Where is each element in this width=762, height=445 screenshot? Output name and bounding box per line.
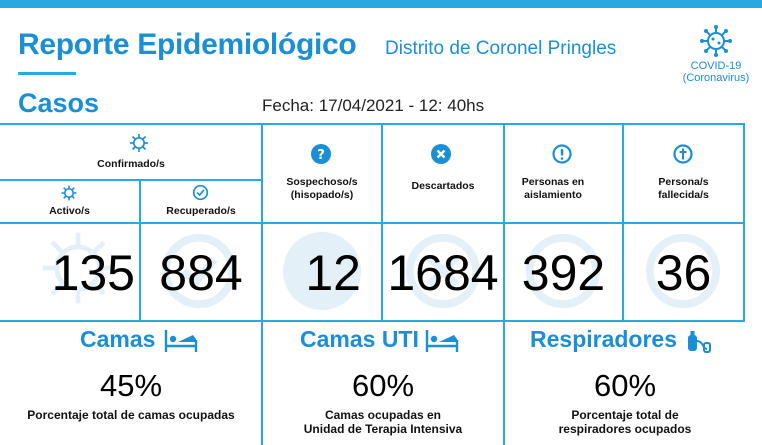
isolation-label-line2: aislamiento	[524, 189, 582, 201]
grid-line-confirmed	[0, 179, 262, 181]
exclamation-circle-icon	[552, 144, 572, 164]
hospital-bed-icon	[425, 330, 459, 352]
check-circle-icon	[192, 184, 209, 201]
icu-beds-description-line1: Camas ocupadas en	[324, 408, 442, 422]
isolation-count: 392	[521, 245, 606, 301]
cross-circle-icon	[673, 144, 693, 164]
question-circle-watermark-icon	[283, 232, 361, 310]
virus-watermark-icon	[42, 232, 114, 304]
hospital-bed-icon	[164, 330, 198, 352]
icu-beds-percent: 60%	[351, 368, 415, 403]
discarded-count: 1684	[387, 245, 499, 301]
recovered-count: 884	[159, 245, 243, 301]
active-count: 135	[51, 245, 135, 301]
grid-line-v6	[743, 123, 745, 320]
x-circle-watermark-icon	[405, 233, 481, 309]
covid-badge: COVID-19 (Coronavirus)	[676, 24, 756, 84]
exclamation-circle-watermark-icon	[525, 233, 601, 309]
beds-title: Camas	[80, 326, 156, 352]
report-date: Fecha: 17/04/2021 - 12: 40hs	[262, 96, 485, 115]
confirmed-label: Confirmado/s	[97, 158, 165, 170]
x-circle-icon	[431, 144, 451, 164]
svg-text:?: ?	[317, 148, 325, 163]
covid-sublabel: (Coronavirus)	[682, 72, 750, 84]
page-title: Reporte Epidemiológico	[18, 28, 357, 61]
grid-line-v3	[381, 123, 383, 320]
section-title-casos: Casos	[18, 88, 100, 118]
icu-beds-description-line2: Unidad de Terapia Intensiva	[303, 422, 463, 436]
recovered-label: Recuperado/s	[166, 205, 236, 217]
deceased-label-line1: Persona/s	[658, 176, 709, 188]
respirators-title: Respiradores	[530, 326, 678, 352]
respirators-description-line1: Porcentaje total de	[571, 408, 679, 422]
grid-line-v1	[139, 179, 141, 320]
respirators-description: Porcentaje total de respiradores ocupado…	[505, 408, 745, 436]
virus-icon	[61, 185, 77, 201]
title-underline	[18, 72, 76, 75]
top-accent-bar	[0, 0, 762, 8]
deceased-count: 36	[655, 245, 712, 301]
virus-icon	[129, 133, 149, 153]
discarded-label: Descartados	[411, 180, 475, 192]
grid-line-values	[0, 320, 745, 322]
cross-circle-watermark-icon	[645, 233, 721, 309]
virus-icon	[700, 25, 732, 57]
deceased-label: Persona/s fallecida/s	[624, 176, 743, 202]
icu-beds-description: Camas ocupadas en Unidad de Terapia Inte…	[263, 408, 503, 436]
icu-beds-title: Camas UTI	[300, 326, 419, 352]
question-circle-icon: ?	[311, 144, 331, 164]
grid-line-v4	[503, 123, 505, 445]
beds-description: Porcentaje total de camas ocupadas	[27, 408, 235, 422]
beds-percent: 45%	[99, 368, 163, 403]
grid-line-v5	[622, 123, 624, 320]
check-circle-watermark-icon	[161, 233, 237, 309]
suspected-label: Sospechoso/s (hisopado/s)	[263, 176, 381, 202]
respirator-icon	[688, 331, 711, 353]
suspected-label-line1: Sospechoso/s	[286, 176, 358, 188]
grid-line-top	[0, 123, 745, 125]
suspected-label-line2: (hisopado/s)	[290, 189, 354, 201]
respirators-percent: 60%	[593, 368, 657, 403]
isolation-label: Personas en aislamiento	[505, 176, 601, 202]
respirators-description-line2: respiradores ocupados	[558, 422, 692, 436]
grid-line-labels	[0, 222, 745, 224]
grid-line-v2	[261, 123, 263, 445]
suspected-count: 12	[305, 245, 361, 301]
isolation-label-line1: Personas en	[521, 176, 585, 188]
covid-label: COVID-19	[690, 60, 742, 72]
active-label: Activo/s	[49, 205, 90, 217]
page-subtitle: Distrito de Coronel Pringles	[385, 38, 617, 59]
deceased-label-line2: fallecida/s	[658, 189, 709, 201]
